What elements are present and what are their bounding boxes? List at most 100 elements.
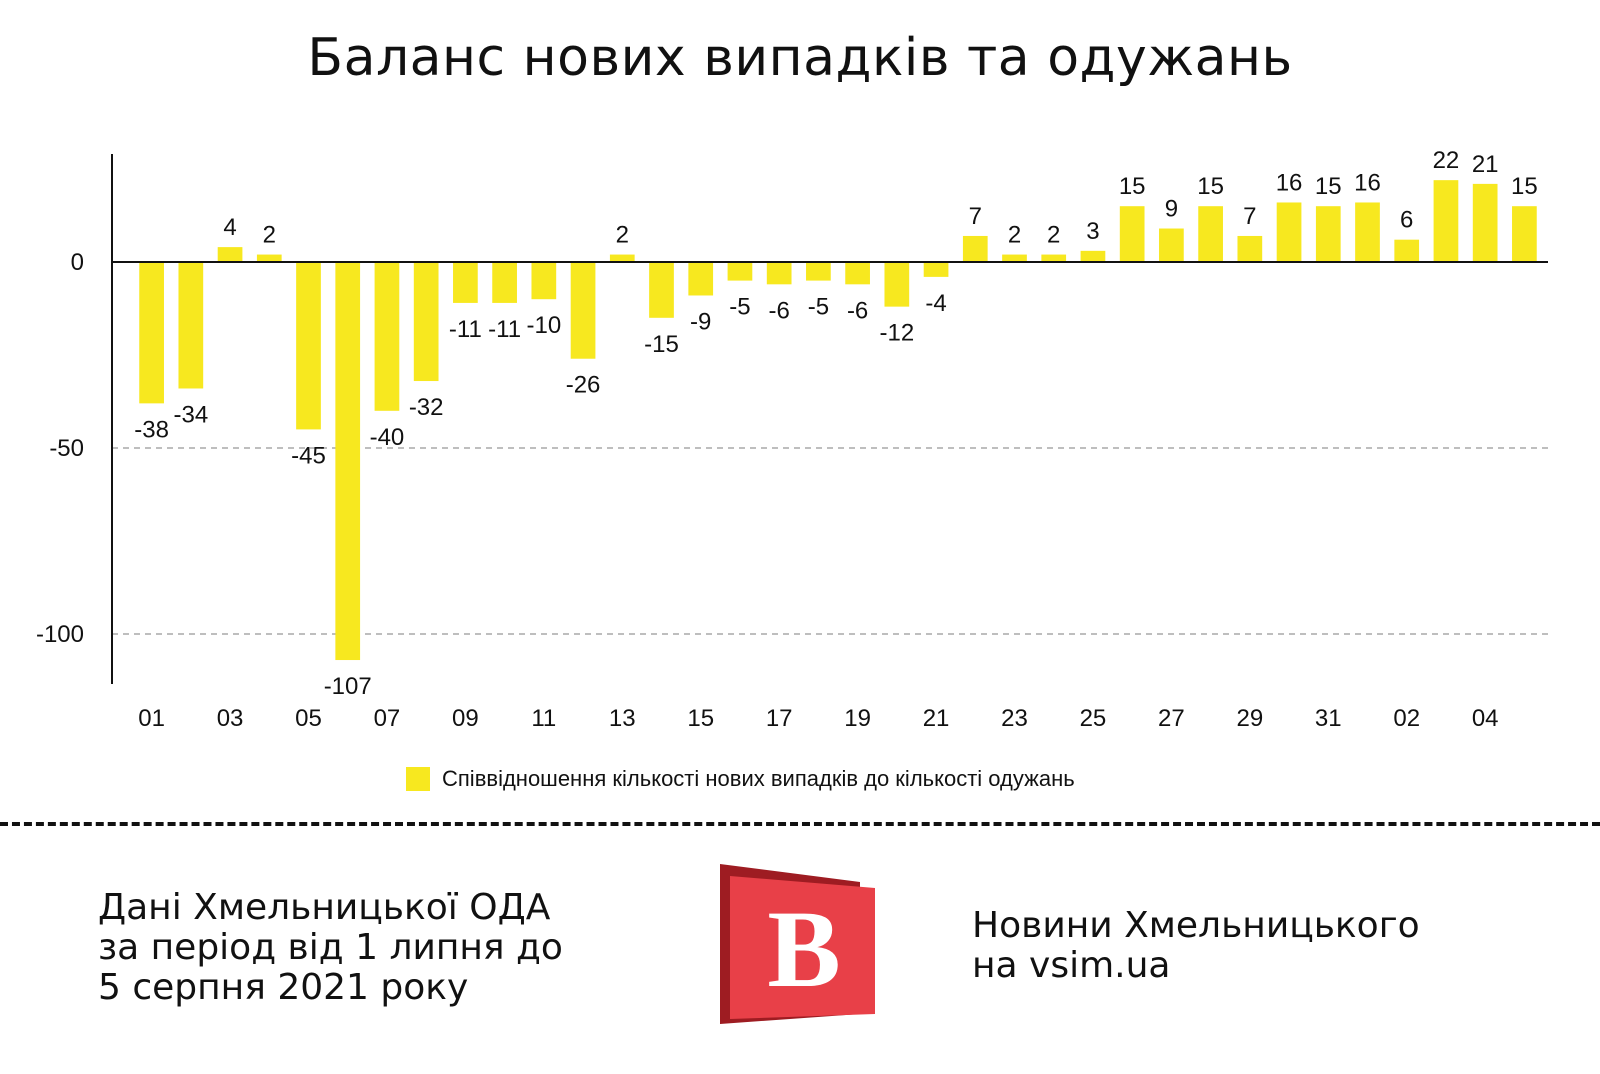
data-labels: -38-344 2-45-107-40-32-11 -11 -10-262-15-9-…: [134, 147, 1537, 700]
bar: [962, 235, 988, 262]
data-label: 9: [1165, 196, 1178, 223]
y-tick-label: -50: [49, 435, 84, 462]
data-label: -10: [526, 312, 561, 339]
data-label: -6: [847, 297, 868, 324]
data-label: -4: [925, 290, 946, 317]
data-label: -32: [409, 394, 444, 421]
bar: [139, 262, 164, 404]
bar: [766, 262, 792, 285]
bar: [1433, 180, 1459, 262]
bar: [1237, 235, 1263, 262]
bar: [806, 262, 831, 281]
bar: [453, 262, 478, 303]
bar: [1198, 206, 1223, 262]
data-label: -12: [879, 320, 914, 347]
data-label: 6: [1400, 207, 1413, 234]
source-line: Дані Хмельницької ОДА: [98, 887, 551, 928]
bar: [178, 262, 204, 389]
data-label: 4: [223, 214, 236, 241]
data-label: 2: [1047, 222, 1060, 249]
dashed-divider: [0, 822, 1600, 826]
x-tick-label: 01: [138, 705, 165, 732]
x-tick-label: 05: [295, 705, 322, 732]
data-label: -11: [488, 316, 521, 343]
data-label: -38: [134, 416, 169, 443]
bar: [531, 262, 557, 300]
bar: [217, 247, 243, 262]
bar: [256, 254, 282, 262]
data-label: 15: [1315, 173, 1342, 200]
x-tick-label: 15: [687, 705, 714, 732]
bars: [139, 180, 1537, 661]
bar: [1472, 183, 1498, 262]
bar: [923, 262, 949, 277]
grid-lines: [112, 447, 1548, 635]
vsim-logo: B: [720, 864, 875, 1024]
bar: [1080, 250, 1106, 262]
data-label: 15: [1119, 173, 1146, 200]
x-tick-label: 13: [609, 705, 636, 732]
data-label: 22: [1433, 147, 1460, 174]
data-label: -11: [449, 316, 482, 343]
bar: [609, 254, 635, 262]
bar: [727, 262, 753, 281]
bar: [884, 262, 910, 307]
bar: [570, 262, 596, 359]
x-tick-label: 09: [452, 705, 479, 732]
data-label: 2: [616, 222, 629, 249]
bar: [413, 262, 439, 382]
data-label: -107: [324, 673, 372, 700]
data-label: 16: [1354, 169, 1381, 196]
x-tick-label: 04: [1472, 705, 1499, 732]
site-line: на vsim.ua: [972, 945, 1171, 986]
x-tick-label: 27: [1158, 705, 1185, 732]
bar: [688, 262, 714, 296]
x-tick-label: 31: [1315, 705, 1342, 732]
x-tick-label: 03: [217, 705, 244, 732]
bar: [335, 262, 361, 661]
data-label: 15: [1197, 173, 1224, 200]
bar: [1276, 202, 1302, 262]
data-label: -45: [291, 442, 326, 469]
x-tick-label: 07: [374, 705, 401, 732]
data-label: -15: [644, 331, 679, 358]
bar: [1002, 254, 1027, 262]
data-label: -5: [808, 294, 829, 321]
legend-label: Співвідношення кількості нових випадків …: [442, 766, 1075, 791]
site-text: Новини Хмельницького на vsim.ua: [972, 906, 1420, 986]
x-tick-label: 21: [923, 705, 950, 732]
bar: [374, 262, 400, 411]
source-line: 5 серпня 2021 року: [98, 967, 469, 1008]
data-label: -40: [370, 424, 405, 451]
data-label: 2: [1008, 222, 1021, 249]
data-label: 2: [263, 222, 276, 249]
x-tick-label: 23: [1001, 705, 1028, 732]
data-label: 15: [1511, 173, 1538, 200]
x-tick-label: 29: [1236, 705, 1263, 732]
bar: [1159, 228, 1184, 262]
chart-title: Баланс нових випадків та одужань: [307, 28, 1293, 88]
bar: [845, 262, 870, 285]
legend-swatch: [406, 767, 430, 791]
bar: [1119, 206, 1145, 262]
x-tick-label: 11: [531, 705, 556, 732]
x-tick-label: 17: [766, 705, 793, 732]
y-tick-label: -100: [36, 621, 84, 648]
data-label: -9: [690, 308, 711, 335]
bar: [1394, 239, 1420, 262]
data-label: 7: [1243, 203, 1256, 230]
x-tick-label: 02: [1393, 705, 1420, 732]
logo-front-panel: [730, 876, 875, 1019]
site-line: Новини Хмельницького: [972, 905, 1420, 946]
data-label: 7: [969, 203, 982, 230]
bar: [296, 262, 321, 430]
y-tick-label: 0: [71, 249, 84, 276]
bar: [1355, 202, 1380, 262]
logo-letter: B: [767, 888, 840, 1010]
bar: [1512, 206, 1537, 262]
x-tick-label: 25: [1080, 705, 1107, 732]
bar: [1041, 254, 1067, 262]
source-text: Дані Хмельницької ОДА за період від 1 ли…: [98, 888, 563, 1008]
